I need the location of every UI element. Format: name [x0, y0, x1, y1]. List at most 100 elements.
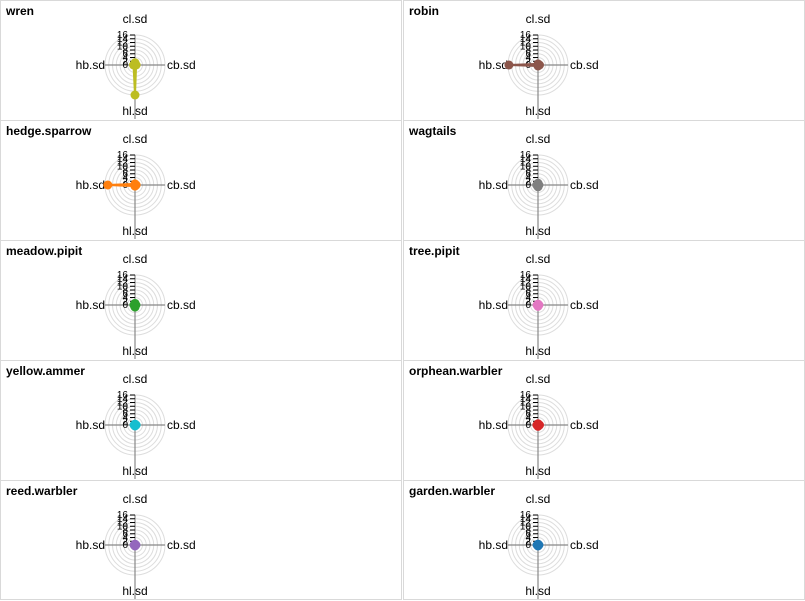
axis-label-cl-sd: cl.sd — [123, 252, 148, 266]
panel-title: wagtails — [409, 124, 457, 138]
radial-tick-label: 12 — [520, 398, 532, 409]
radial-tick-label: 2 — [525, 296, 531, 307]
axis-label-hb-sd: hb.sd — [479, 418, 508, 432]
radial-tick-label: 16 — [117, 270, 129, 281]
radial-tick-label: 6 — [122, 529, 128, 540]
data-point-hl-sd[interactable] — [533, 61, 543, 71]
panel-title: tree.pipit — [409, 244, 460, 258]
axis-label-hb-sd: hb.sd — [76, 538, 105, 552]
radial-tick-label: 6 — [525, 529, 531, 540]
radial-tick-label: 10 — [117, 161, 129, 172]
radial-tick-label: 16 — [117, 150, 129, 161]
radial-tick-label: 4 — [122, 173, 128, 184]
axis-label-hb-sd: hb.sd — [479, 298, 508, 312]
axis-label-hl-sd: hl.sd — [525, 584, 550, 598]
radial-tick-label: 10 — [117, 521, 129, 532]
radial-tick-label: 6 — [122, 289, 128, 300]
axis-label-hb-sd: hb.sd — [76, 58, 105, 72]
radial-tick-label: 0 — [525, 420, 531, 431]
radial-tick-label: 6 — [525, 49, 531, 60]
axis-label-hl-sd: hl.sd — [525, 344, 550, 358]
radial-tick-label: 16 — [520, 30, 532, 41]
radial-tick-label: 0 — [525, 540, 531, 551]
radial-tick-label: 8 — [525, 285, 531, 296]
radial-tick-label: 10 — [117, 41, 129, 52]
panel-title: wren — [6, 4, 35, 18]
radial-tick-label: 10 — [117, 401, 129, 412]
radial-tick-label: 6 — [122, 49, 128, 60]
radial-tick-label: 16 — [520, 390, 532, 401]
radial-tick-label: 0 — [122, 300, 128, 311]
axis-label-cl-sd: cl.sd — [526, 492, 551, 506]
axis-label-hb-sd: hb.sd — [479, 178, 508, 192]
radial-tick-label: 16 — [117, 390, 129, 401]
radial-tick-label: 14 — [520, 394, 532, 405]
radial-tick-label: 10 — [520, 521, 532, 532]
data-point-hb-sd[interactable] — [532, 300, 542, 310]
radial-tick-label: 8 — [525, 45, 531, 56]
panel-yellow-ammer: yellow.ammer 0 2 4 6 8 10 12 14 16 cl.sd cb.sd hl.sd… — [0, 360, 402, 481]
radial-tick-label: 2 — [122, 56, 128, 67]
radial-tick-label: 0 — [122, 420, 128, 431]
radial-tick-label: 0 — [525, 300, 531, 311]
radial-tick-label: 10 — [520, 161, 532, 172]
panel-title: hedge.sparrow — [6, 124, 92, 138]
panel-wren: wren 0 2 4 6 8 10 12 14 16 cl.sd cb.sd hl.sd hb.sd — [0, 0, 402, 121]
data-point-hb-sd[interactable] — [504, 60, 514, 70]
axis-label-cl-sd: cl.sd — [526, 132, 551, 146]
radial-tick-label: 4 — [525, 173, 531, 184]
panel-title: orphean.warbler — [409, 364, 503, 378]
radial-tick-label: 8 — [122, 45, 128, 56]
radial-tick-label: 8 — [122, 165, 128, 176]
radial-tick-label: 4 — [122, 293, 128, 304]
panel-hedge-sparrow: hedge.sparrow0246810121416cl.sdcb.sdhl.s… — [0, 120, 402, 241]
axis-label-cb-sd: cb.sd — [570, 58, 599, 72]
radial-tick-label: 10 — [520, 281, 532, 292]
data-point-hb-sd[interactable] — [532, 540, 542, 550]
data-point-hb-sd[interactable] — [103, 180, 113, 190]
data-point-hb-sd[interactable] — [129, 540, 139, 550]
radial-tick-label: 4 — [525, 53, 531, 64]
radial-tick-label: 8 — [525, 405, 531, 416]
radial-tick-label: 12 — [117, 398, 129, 409]
data-point-hb-sd[interactable] — [129, 300, 139, 310]
radial-tick-label: 8 — [525, 525, 531, 536]
data-point-hb-sd[interactable] — [532, 420, 542, 430]
axis-label-cb-sd: cb.sd — [167, 178, 196, 192]
radial-tick-label: 14 — [520, 514, 532, 525]
radial-tick-label: 14 — [117, 274, 129, 285]
axis-label-hl-sd: hl.sd — [122, 224, 147, 238]
axis-label-cl-sd: cl.sd — [526, 372, 551, 386]
radial-tick-label: 0 — [122, 60, 128, 71]
axis-label-cl-sd: cl.sd — [526, 252, 551, 266]
radial-tick-label: 14 — [520, 274, 532, 285]
radial-tick-label: 12 — [117, 278, 129, 289]
radial-tick-label: 2 — [525, 536, 531, 547]
radial-tick-label: 14 — [117, 34, 129, 45]
radial-tick-label: 2 — [122, 176, 128, 187]
radial-tick-label: 10 — [117, 281, 129, 292]
axis-label-cb-sd: cb.sd — [167, 418, 196, 432]
radial-tick-label: 12 — [117, 518, 129, 529]
data-point-hl-sd[interactable] — [130, 181, 140, 191]
radial-tick-label: 12 — [520, 278, 532, 289]
data-point-hl-sd[interactable] — [130, 90, 140, 100]
radial-tick-label: 0 — [525, 180, 531, 191]
axis-label-cb-sd: cb.sd — [167, 58, 196, 72]
data-point-hb-sd[interactable] — [129, 420, 139, 430]
data-point-hb-sd[interactable] — [129, 60, 138, 70]
panel-title: meadow.pipit — [6, 244, 83, 258]
radial-tick-label: 14 — [117, 514, 129, 525]
panel-title: yellow.ammer — [6, 364, 85, 378]
axis-label-hb-sd: hb.sd — [76, 418, 105, 432]
radial-tick-label: 4 — [122, 53, 128, 64]
data-point-hb-sd[interactable] — [532, 180, 542, 190]
axis-label-hl-sd: hl.sd — [525, 104, 550, 118]
panel-wagtails: wagtails 0 2 4 6 8 10 12 14 16 cl.sd cb.sd hl.sd hb.s… — [403, 120, 805, 241]
radial-tick-label: 8 — [525, 165, 531, 176]
panel-garden-warbler: garden.warbler 0 2 4 6 8 10 12 14 16 cl.sd cb.sd hl.… — [403, 480, 805, 600]
